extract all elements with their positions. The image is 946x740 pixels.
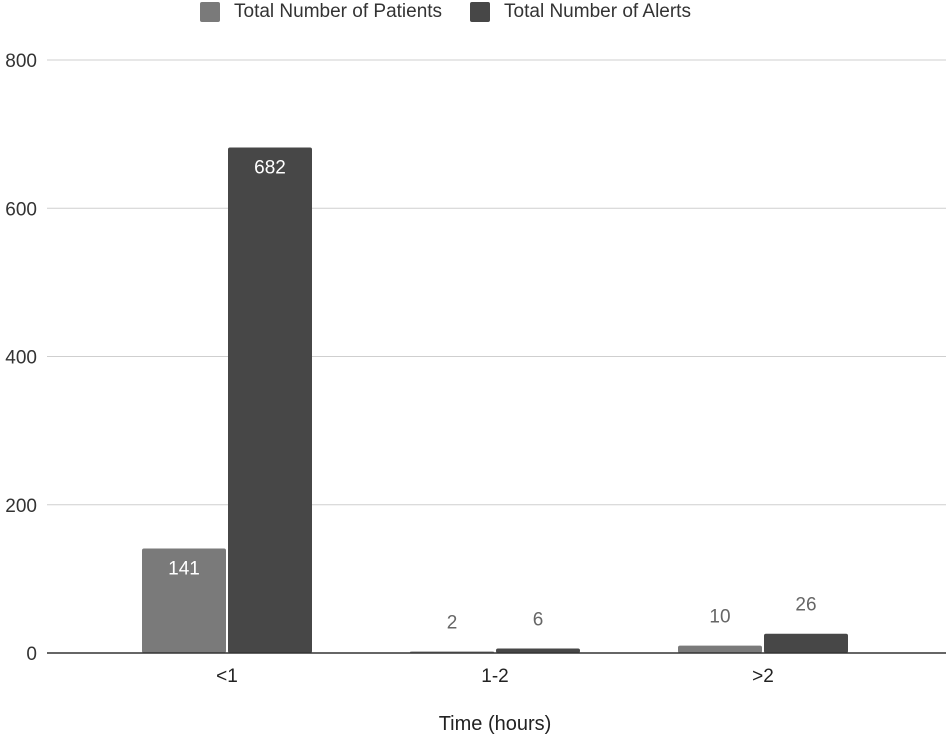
- data-label: 682: [254, 157, 286, 178]
- x-tick-label: <1: [216, 666, 238, 687]
- legend-label-patients: Total Number of Patients: [234, 1, 443, 22]
- legend-swatch-patients: [200, 2, 220, 22]
- y-tick-label: 0: [26, 644, 37, 665]
- y-tick-label: 800: [5, 51, 37, 72]
- bar: [678, 645, 762, 653]
- data-label: 141: [168, 558, 200, 579]
- x-tick-label: >2: [752, 666, 774, 687]
- legend-item-patients: Total Number of Patients: [200, 1, 442, 23]
- bar: [142, 548, 226, 653]
- data-label: 10: [709, 607, 730, 628]
- y-tick-label: 600: [5, 199, 37, 220]
- data-label: 6: [533, 610, 544, 631]
- legend-swatch-alerts: [470, 2, 491, 22]
- legend-item-alerts: Total Number of Alerts: [470, 1, 691, 23]
- x-tick-label: 1-2: [481, 666, 508, 687]
- legend: Total Number of Patients Total Number of…: [200, 0, 719, 24]
- x-axis-title: Time (hours): [438, 713, 552, 735]
- y-tick-label: 400: [5, 348, 37, 369]
- legend-label-alerts: Total Number of Alerts: [504, 1, 691, 22]
- bar: [228, 147, 312, 653]
- data-label: 26: [795, 595, 816, 616]
- data-label: 2: [447, 613, 458, 634]
- y-tick-label: 200: [5, 496, 37, 517]
- bar: [764, 633, 848, 653]
- bar: [496, 648, 580, 653]
